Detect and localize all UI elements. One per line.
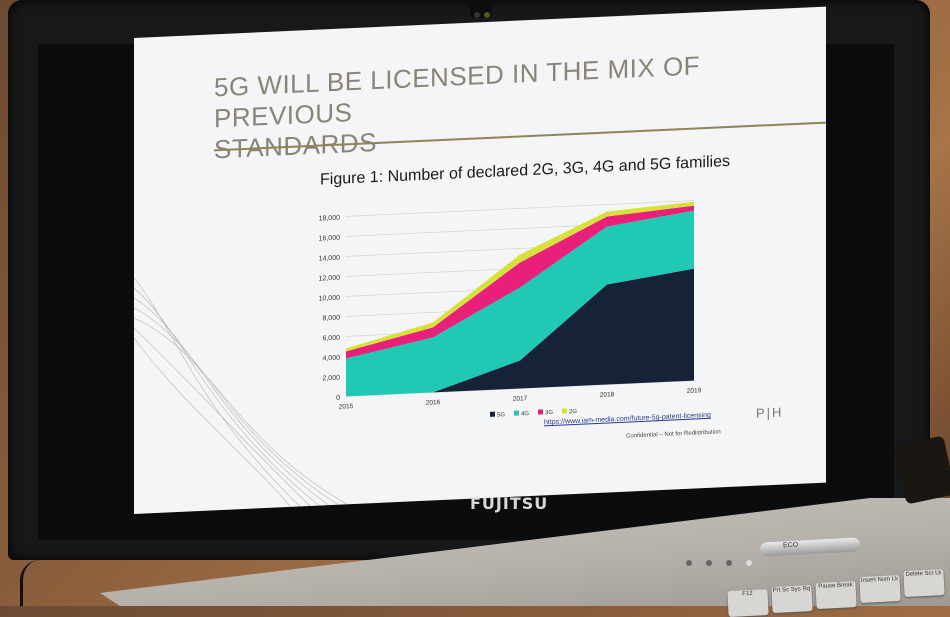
key-print-screen[interactable]: Prt Sc Sys Rq — [771, 584, 813, 614]
y-tick-label: 4,000 — [322, 355, 340, 363]
y-axis-ticks: 0 2,000 4,000 6,000 8,000 10,000 12,000 14,000 1… — [319, 215, 341, 402]
area-series-3g — [346, 205, 694, 359]
y-tick-label: 8,000 — [322, 315, 340, 323]
key-insert[interactable]: Insert Num Lk — [859, 574, 901, 604]
y-tick-label: 18,000 — [319, 215, 341, 223]
chart-areas — [346, 201, 694, 397]
decorative-swirl-icon — [134, 277, 354, 511]
y-tick-label: 14,000 — [319, 255, 341, 263]
x-axis-ticks: 2015 2016 2017 2018 2019 — [339, 387, 702, 410]
legend-swatch-4g — [514, 410, 519, 416]
area-series-5g — [346, 268, 694, 397]
area-series-4g — [346, 210, 694, 397]
status-led-icon — [746, 560, 752, 566]
laptop-brand-logo: FUJITSU — [470, 494, 549, 513]
status-led-icon — [726, 560, 732, 566]
company-logo: P|H — [756, 404, 784, 421]
chart-legend: 5G 4G 3G 2G — [490, 408, 577, 419]
stacked-area-chart: 0 2,000 4,000 6,000 8,000 10,000 12,000 14,000 1… — [319, 200, 702, 419]
x-tick-label: 2017 — [513, 395, 528, 403]
legend-label-5g: 5G — [497, 412, 505, 418]
legend-label-2g: 2G — [569, 409, 577, 415]
y-tick-label: 6,000 — [322, 335, 340, 343]
legend-swatch-2g — [562, 408, 567, 414]
x-tick-label: 2019 — [687, 387, 702, 395]
confidential-note: Confidential – Not for Redistribution — [626, 429, 721, 440]
camera-led-icon — [484, 12, 490, 18]
y-tick-label: 16,000 — [319, 235, 341, 243]
grid-line — [346, 200, 694, 217]
x-tick-label: 2018 — [600, 391, 615, 399]
y-tick-label: 2,000 — [322, 375, 340, 383]
key-pause[interactable]: Pause Break — [815, 580, 857, 610]
x-tick-label: 2015 — [339, 403, 354, 411]
y-tick-label: 10,000 — [319, 295, 341, 303]
legend-swatch-5g — [490, 411, 495, 417]
y-tick-label: 0 — [336, 395, 340, 402]
y-tick-label: 12,000 — [319, 275, 341, 283]
status-led-icon — [686, 560, 692, 566]
x-tick-label: 2016 — [426, 399, 441, 407]
camera-lens-icon — [474, 12, 480, 18]
presentation-slide: 5G WILL BE LICENSED IN THE MIX OF PREVIO… — [134, 6, 826, 514]
key-f12[interactable]: F12 — [727, 588, 769, 617]
status-led-icon — [706, 560, 712, 566]
legend-label-4g: 4G — [521, 411, 529, 417]
eco-button-label: ECO — [782, 541, 799, 550]
legend-swatch-3g — [538, 409, 543, 415]
legend-label-3g: 3G — [545, 410, 553, 416]
power-cable — [20, 560, 63, 606]
webcam — [470, 4, 492, 18]
slide-title: 5G WILL BE LICENSED IN THE MIX OF PREVIO… — [214, 46, 794, 165]
key-delete[interactable]: Delete Scr Lk — [903, 568, 945, 598]
